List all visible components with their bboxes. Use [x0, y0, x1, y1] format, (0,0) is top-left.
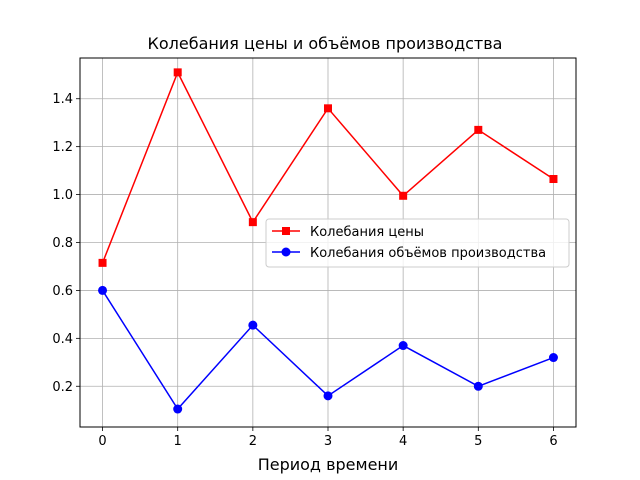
series-layer [98, 68, 558, 414]
x-tick-label: 4 [399, 434, 407, 449]
data-point [98, 285, 108, 295]
data-point [398, 341, 408, 351]
x-tick-label: 6 [549, 434, 557, 449]
data-point [248, 320, 258, 330]
x-tick-label: 3 [324, 434, 332, 449]
legend-label-price: Колебания цены [310, 225, 424, 240]
data-point [98, 258, 107, 267]
legend-marker-price [282, 227, 290, 235]
legend-marker-volume [281, 247, 291, 257]
legend: Колебания цены Колебания объёмов произво… [265, 218, 570, 268]
y-tick-label: 1.0 [52, 188, 73, 203]
x-tick-label: 2 [249, 434, 257, 449]
data-point [173, 404, 183, 414]
data-point [324, 104, 332, 113]
y-axis: 0.2 0.4 0.6 0.8 1.0 1.2 1.4 [52, 92, 80, 395]
x-axis-label: Период времени [258, 455, 399, 474]
data-point [399, 191, 408, 200]
x-tick-label: 0 [98, 434, 106, 449]
series-1 [98, 285, 558, 414]
y-tick-label: 0.4 [52, 332, 73, 347]
data-point [173, 68, 182, 77]
data-point [473, 381, 483, 391]
y-tick-label: 0.6 [52, 284, 73, 299]
legend-label-volume: Колебания объёмов производства [310, 246, 546, 261]
data-point [474, 125, 483, 134]
y-tick-label: 1.2 [52, 140, 73, 155]
data-point [323, 391, 333, 401]
y-tick-label: 0.8 [52, 236, 73, 251]
y-tick-label: 0.2 [52, 380, 73, 395]
series-0 [98, 68, 558, 267]
x-tick-label: 5 [474, 434, 482, 449]
x-tick-label: 1 [174, 434, 182, 449]
x-axis: 0 1 2 3 4 5 6 [98, 427, 558, 449]
data-point [549, 175, 558, 184]
data-point [548, 353, 558, 363]
y-tick-label: 1.4 [52, 92, 73, 107]
data-point [248, 218, 257, 227]
legend-box [265, 218, 570, 268]
chart-title: Колебания цены и объёмов производства [148, 34, 503, 53]
